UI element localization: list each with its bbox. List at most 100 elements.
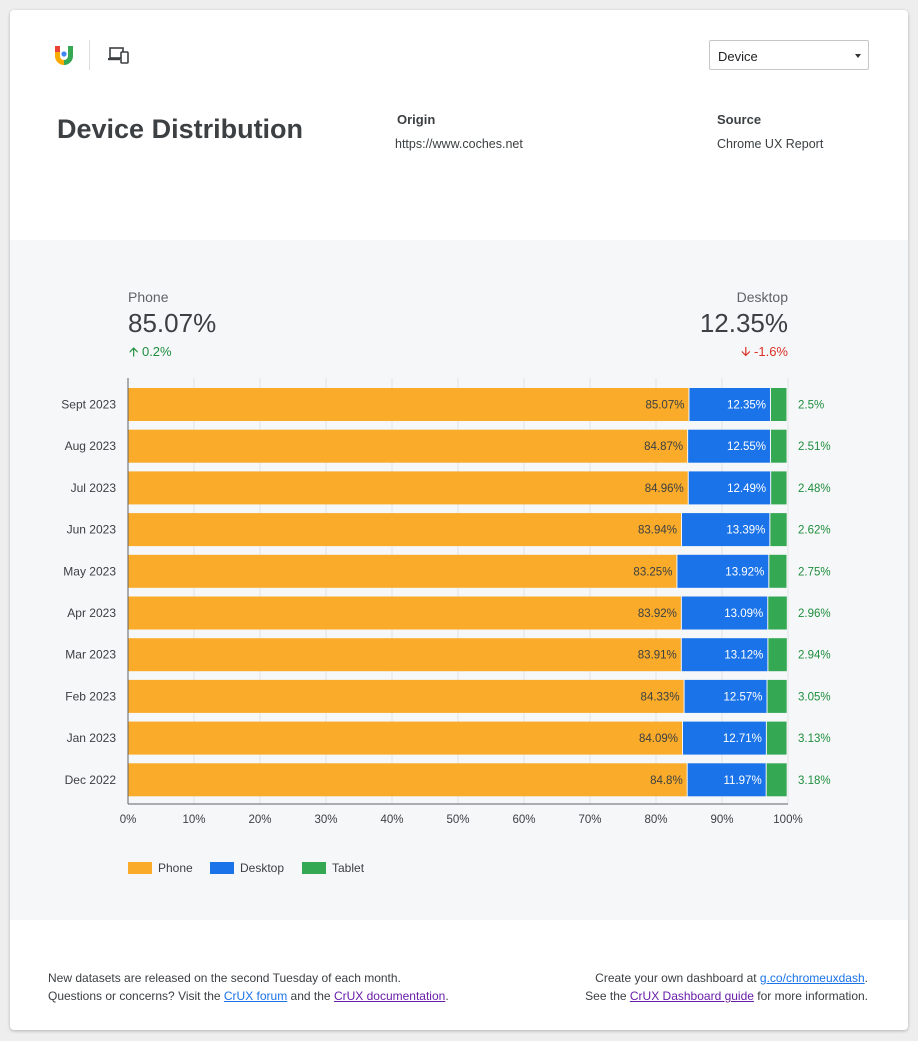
crux-logo-icon — [55, 46, 73, 65]
legend-desktop[interactable]: Desktop — [210, 861, 284, 875]
header-divider — [89, 40, 90, 70]
bar-tablet — [769, 554, 787, 588]
bar-desktop — [688, 471, 771, 505]
x-tick-label: 60% — [512, 814, 535, 826]
data-label-desktop: 12.49% — [727, 483, 766, 495]
data-label-desktop: 13.12% — [724, 650, 763, 662]
data-label-phone: 84.87% — [644, 441, 683, 453]
data-label-tablet: 2.5% — [798, 400, 824, 412]
data-label-phone: 84.09% — [639, 733, 678, 745]
device-distribution-chart: Sept 2023 85.07% 12.35% 2.5% Aug 2023 84.87% 1… — [61, 378, 831, 826]
category-label: May 2023 — [63, 564, 116, 578]
device-select-value: Device — [718, 49, 758, 64]
x-tick-label: 100% — [773, 814, 802, 826]
crux-forum-link[interactable]: CrUX forum — [223, 989, 288, 1003]
footer-questions-text: Questions or concerns? Visit the — [48, 989, 224, 1003]
data-label-phone: 83.91% — [638, 650, 677, 662]
legend-phone[interactable]: Phone — [128, 861, 193, 875]
data-label-desktop: 13.09% — [724, 608, 763, 620]
data-label-desktop: 13.92% — [725, 566, 764, 578]
data-label-tablet: 2.75% — [798, 566, 831, 578]
data-label-phone: 84.8% — [650, 775, 683, 787]
bar-tablet — [766, 763, 787, 797]
bar-phone — [128, 763, 687, 797]
bar-phone — [128, 596, 681, 630]
data-label-phone: 83.92% — [638, 608, 677, 620]
legend-tablet-swatch — [302, 862, 326, 874]
data-label-desktop: 12.55% — [727, 441, 766, 453]
page-title: Device Distribution — [57, 114, 304, 144]
x-tick-label: 10% — [182, 814, 205, 826]
dashboard-guide-link[interactable]: CrUX Dashboard guide — [629, 989, 754, 1003]
footer-guide: See the CrUX Dashboard guide for more in… — [585, 987, 868, 1005]
legend-desktop-label: Desktop — [240, 861, 285, 875]
category-label: Apr 2023 — [67, 606, 116, 620]
phone-delta-value: 0.2% — [141, 344, 172, 359]
legend-tablet[interactable]: Tablet — [302, 861, 364, 875]
desktop-stat-value: 12.35% — [699, 308, 788, 338]
footer-create-text: Create your own dashboard at — [595, 971, 760, 985]
category-label: Jul 2023 — [71, 481, 117, 495]
x-tick-label: 80% — [644, 814, 667, 826]
data-label-phone: 84.33% — [641, 691, 680, 703]
data-label-phone: 85.07% — [645, 400, 684, 412]
bar-desktop — [688, 429, 770, 463]
data-label-tablet: 2.62% — [798, 525, 831, 537]
data-label-desktop: 13.39% — [726, 525, 765, 537]
bar-tablet — [771, 471, 787, 505]
footer-create-period: . — [864, 971, 868, 985]
bar-desktop — [684, 679, 767, 713]
category-label: Sept 2023 — [61, 398, 116, 412]
data-label-tablet: 2.48% — [798, 483, 831, 495]
device-select[interactable]: Device — [709, 40, 869, 70]
data-label-tablet: 3.18% — [798, 775, 831, 787]
category-label: Jun 2023 — [67, 523, 117, 537]
desktop-delta-value: -1.6% — [754, 344, 788, 359]
bar-phone — [128, 388, 689, 421]
x-tick-label: 50% — [446, 814, 469, 826]
arrow-up-icon: 🡩 — [129, 344, 139, 359]
data-label-desktop: 12.57% — [724, 691, 763, 703]
data-label-desktop: 12.35% — [727, 400, 766, 412]
legend-tablet-label: Tablet — [332, 861, 365, 875]
category-label: Dec 2022 — [65, 773, 117, 787]
x-tick-label: 70% — [578, 814, 601, 826]
bar-desktop — [682, 513, 770, 547]
x-tick-label: 20% — [248, 814, 271, 826]
category-label: Jan 2023 — [67, 731, 117, 745]
legend-desktop-swatch — [210, 862, 234, 874]
bar-desktop — [681, 638, 768, 672]
phone-stat-label: Phone — [128, 289, 169, 305]
data-label-phone: 83.94% — [638, 525, 677, 537]
footer-right: Create your own dashboard at g.co/chrome… — [585, 969, 868, 1005]
desktop-stat-label: Desktop — [736, 289, 788, 305]
chromeuxdash-link[interactable]: g.co/chromeuxdash — [759, 971, 865, 985]
data-label-tablet: 3.13% — [798, 733, 831, 745]
bar-phone — [128, 721, 682, 755]
dashboard-card: Device Device Distribution Origin https:… — [10, 10, 908, 1030]
bar-desktop — [689, 388, 770, 421]
data-label-tablet: 2.51% — [798, 441, 831, 453]
footer-create-dashboard: Create your own dashboard at g.co/chrome… — [585, 969, 868, 987]
devices-icon[interactable] — [108, 45, 130, 65]
category-label: Mar 2023 — [65, 648, 116, 662]
x-tick-label: 30% — [314, 814, 337, 826]
bar-desktop — [687, 763, 766, 797]
bar-desktop — [677, 554, 769, 588]
crux-documentation-link[interactable]: CrUX documentation — [333, 989, 446, 1003]
bar-tablet — [768, 638, 787, 672]
legend-phone-swatch — [128, 862, 152, 874]
bar-desktop — [682, 721, 766, 755]
data-label-tablet: 2.96% — [798, 608, 831, 620]
bar-phone — [128, 513, 682, 547]
bar-phone — [128, 638, 681, 672]
footer-questions: Questions or concerns? Visit the CrUX fo… — [48, 987, 449, 1005]
footer-more-info-text: for more information. — [753, 989, 868, 1003]
bar-phone — [128, 679, 684, 713]
data-label-tablet: 3.05% — [798, 691, 831, 703]
footer-and-text: and the — [287, 989, 334, 1003]
source-label: Source — [717, 112, 762, 127]
bar-phone — [128, 554, 677, 588]
footer-left: New datasets are released on the second … — [48, 969, 449, 1005]
phone-stat-delta: 🡩 0.2% — [129, 343, 172, 365]
